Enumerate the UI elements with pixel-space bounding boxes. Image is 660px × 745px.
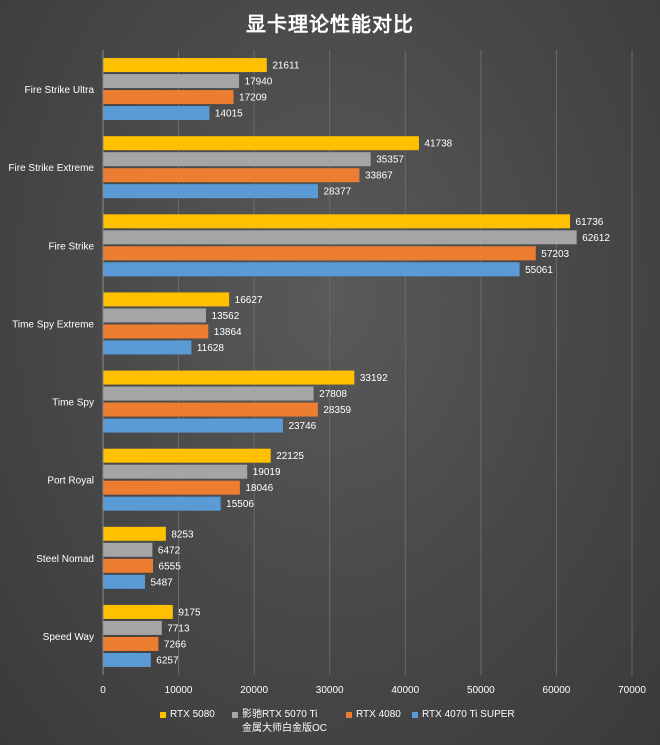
data-label: 13864 bbox=[214, 327, 242, 338]
bar bbox=[103, 418, 283, 433]
data-label: 35357 bbox=[376, 155, 404, 166]
data-label: 8253 bbox=[171, 529, 194, 540]
bar bbox=[103, 464, 248, 479]
data-label: 28377 bbox=[323, 187, 351, 198]
bar bbox=[103, 292, 230, 307]
bar bbox=[103, 168, 360, 183]
bar bbox=[103, 542, 153, 557]
data-label: 27808 bbox=[319, 389, 347, 400]
x-tick-label: 50000 bbox=[467, 685, 495, 696]
legend-item-rtx-5080: RTX 5080 bbox=[160, 708, 215, 722]
bar bbox=[103, 386, 314, 401]
x-tick-label: 20000 bbox=[240, 685, 268, 696]
data-label: 18046 bbox=[245, 483, 273, 494]
x-tick-label: 30000 bbox=[316, 685, 344, 696]
legend-item-rtx-4080: RTX 4080 bbox=[346, 708, 401, 722]
data-label: 41738 bbox=[424, 139, 452, 150]
x-tick-label: 0 bbox=[100, 685, 106, 696]
bar bbox=[103, 74, 240, 89]
legend-swatch bbox=[412, 712, 418, 718]
bar bbox=[103, 324, 209, 339]
category-label: Speed Way bbox=[43, 632, 94, 643]
bar bbox=[103, 152, 371, 167]
legend-label: RTX 5080 bbox=[170, 709, 215, 720]
data-label: 55061 bbox=[525, 265, 553, 276]
legend-label: RTX 4070 Ti SUPER bbox=[422, 709, 515, 720]
legend-swatch bbox=[232, 712, 238, 718]
bar bbox=[103, 558, 154, 573]
bar bbox=[103, 402, 318, 417]
data-label: 6555 bbox=[159, 561, 182, 572]
bar bbox=[103, 526, 166, 541]
data-label: 28359 bbox=[323, 405, 351, 416]
bar bbox=[103, 370, 355, 385]
category-label: Fire Strike Extreme bbox=[8, 163, 94, 174]
data-label: 22125 bbox=[276, 451, 304, 462]
data-label: 62612 bbox=[582, 233, 610, 244]
data-label: 33867 bbox=[365, 171, 393, 182]
bar bbox=[103, 90, 234, 105]
data-label: 9175 bbox=[178, 607, 201, 618]
bar bbox=[103, 262, 520, 277]
data-label: 16627 bbox=[235, 295, 263, 306]
x-tick-label: 60000 bbox=[543, 685, 571, 696]
category-label: Port Royal bbox=[47, 476, 94, 487]
bar bbox=[103, 496, 221, 511]
x-tick-label: 40000 bbox=[391, 685, 419, 696]
data-label: 19019 bbox=[253, 467, 281, 478]
bar bbox=[103, 448, 271, 463]
x-tick-label: 10000 bbox=[165, 685, 193, 696]
bar bbox=[103, 308, 206, 323]
data-label: 23746 bbox=[288, 421, 316, 432]
data-label: 7713 bbox=[167, 623, 190, 634]
data-label: 7266 bbox=[164, 639, 187, 650]
data-label: 21611 bbox=[272, 61, 300, 72]
data-label: 13562 bbox=[211, 311, 239, 322]
legend-item-galax-rtx-5070-ti: 影驰RTX 5070 Ti 金属大师白金版OC bbox=[232, 708, 327, 736]
data-label: 61736 bbox=[576, 217, 604, 228]
bar bbox=[103, 574, 145, 589]
bar bbox=[103, 620, 162, 635]
bar bbox=[103, 604, 173, 619]
data-label: 11628 bbox=[197, 343, 225, 354]
bar bbox=[103, 214, 571, 229]
category-label: Fire Strike bbox=[48, 241, 94, 252]
data-label: 15506 bbox=[226, 499, 254, 510]
category-label: Time Spy Extreme bbox=[12, 319, 94, 330]
bar bbox=[103, 136, 419, 151]
category-label: Time Spy bbox=[52, 398, 94, 409]
bar bbox=[103, 58, 267, 73]
bar bbox=[103, 246, 536, 261]
legend-label: RTX 4080 bbox=[356, 709, 401, 720]
bar bbox=[103, 106, 210, 121]
data-label: 57203 bbox=[541, 249, 569, 260]
data-label: 17209 bbox=[239, 93, 267, 104]
legend-item-rtx-4070-ti-super: RTX 4070 Ti SUPER bbox=[412, 708, 515, 722]
data-label: 14015 bbox=[215, 109, 243, 120]
bar bbox=[103, 652, 151, 667]
bar bbox=[103, 230, 577, 245]
data-label: 33192 bbox=[360, 373, 388, 384]
chart-title: 显卡理论性能对比 bbox=[246, 12, 414, 36]
bar bbox=[103, 636, 159, 651]
data-label: 5487 bbox=[150, 577, 173, 588]
data-label: 17940 bbox=[245, 77, 273, 88]
category-label: Steel Nomad bbox=[36, 554, 94, 565]
data-label: 6472 bbox=[158, 545, 181, 556]
category-label: Fire Strike Ultra bbox=[25, 85, 95, 96]
bar bbox=[103, 340, 192, 355]
legend-label: 影驰RTX 5070 Ti 金属大师白金版OC bbox=[242, 709, 327, 734]
x-tick-label: 70000 bbox=[618, 685, 646, 696]
bar bbox=[103, 480, 240, 495]
legend-swatch bbox=[346, 712, 352, 718]
data-label: 6257 bbox=[156, 655, 179, 666]
legend-swatch bbox=[160, 712, 166, 718]
bar bbox=[103, 184, 318, 199]
